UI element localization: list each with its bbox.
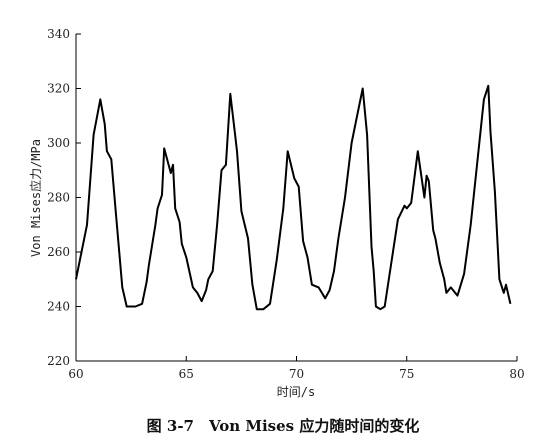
- y-tick-label: 300: [47, 136, 70, 150]
- y-ticks: 220 240 260 280 300 320 340: [47, 27, 81, 368]
- x-axis-label: 时间/s: [277, 385, 315, 399]
- x-tick-label: 80: [509, 367, 524, 381]
- y-tick-label: 260: [47, 245, 70, 259]
- axes: [75, 34, 517, 362]
- y-axis-label: Von Mises应力/MPa: [28, 139, 43, 257]
- x-ticks: 60 65 70 75 80: [68, 356, 525, 381]
- y-tick-label: 220: [47, 354, 70, 368]
- y-tick-label: 240: [47, 300, 70, 314]
- y-tick-label: 280: [47, 191, 70, 205]
- x-tick-label: 70: [289, 367, 304, 381]
- y-tick-label: 320: [47, 82, 70, 96]
- x-tick-label: 65: [179, 367, 194, 381]
- figure-caption: 图 3-7 Von Mises 应力随时间的变化: [147, 417, 420, 435]
- y-tick-label: 340: [47, 27, 70, 41]
- series-line: [75, 84, 512, 311]
- x-tick-label: 75: [399, 367, 414, 381]
- x-tick-label: 60: [68, 367, 83, 381]
